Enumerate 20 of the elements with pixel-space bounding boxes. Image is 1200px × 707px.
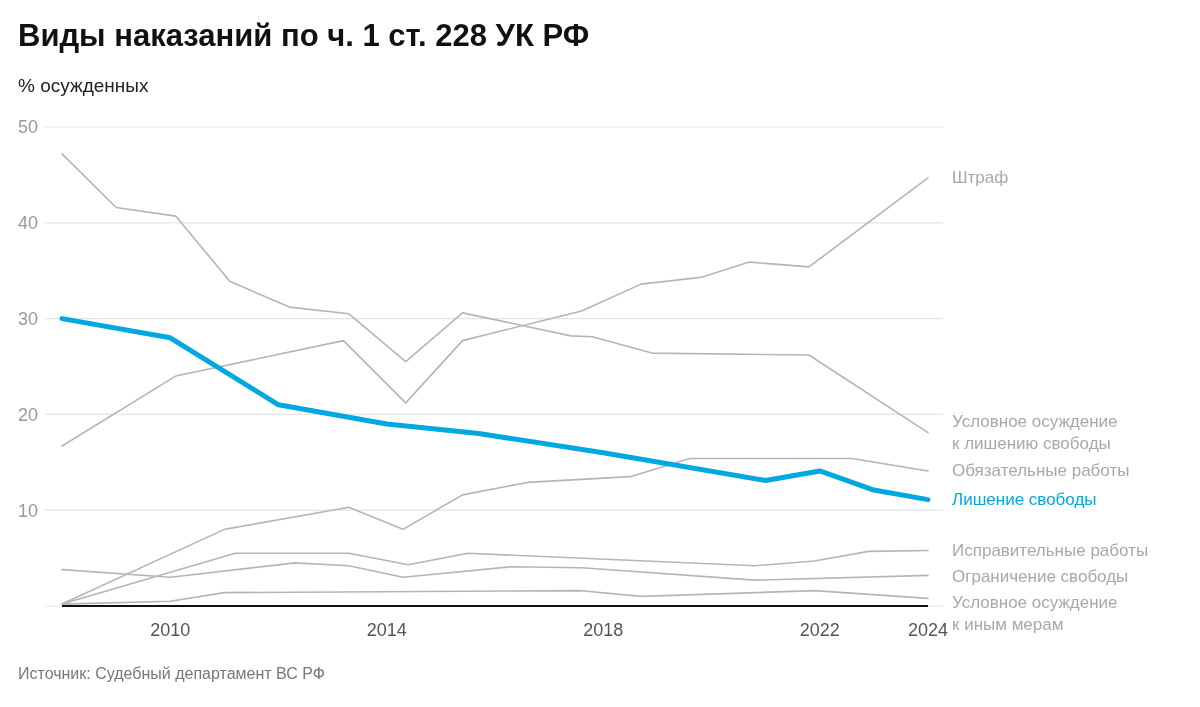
x-tick-label: 2022 [799,620,840,640]
y-tick-label: 50 [17,117,39,138]
y-tick-label: 40 [17,213,39,234]
series-label: Ограничение свободы [952,566,1129,586]
series-label: Условное осуждение к лишению свободы [952,412,1118,454]
x-tick-label: 2010 [150,620,191,640]
chart-title: Виды наказаний по ч. 1 ст. 228 УК РФ [18,18,590,53]
y-axis-title: % осужденных [18,75,149,96]
x-tick-label: 2014 [366,620,407,640]
y-tick-label: 10 [17,500,39,521]
series-label: Штраф [952,168,1009,188]
text: Источник: Судебный департамент ВС РФ [18,665,325,682]
y-tick-label: 20 [17,404,39,425]
x-tick-label: 2018 [583,620,624,640]
series-label: Обязательные работы [952,461,1130,481]
y-tick-label: 30 [17,308,39,329]
series-label: Условное осуждение к иным мерам [952,592,1118,634]
series-label: Исправительные работы [952,540,1149,560]
x-tick-label: 2024 [907,620,949,640]
series-label: Лишение свободы [952,490,1097,510]
